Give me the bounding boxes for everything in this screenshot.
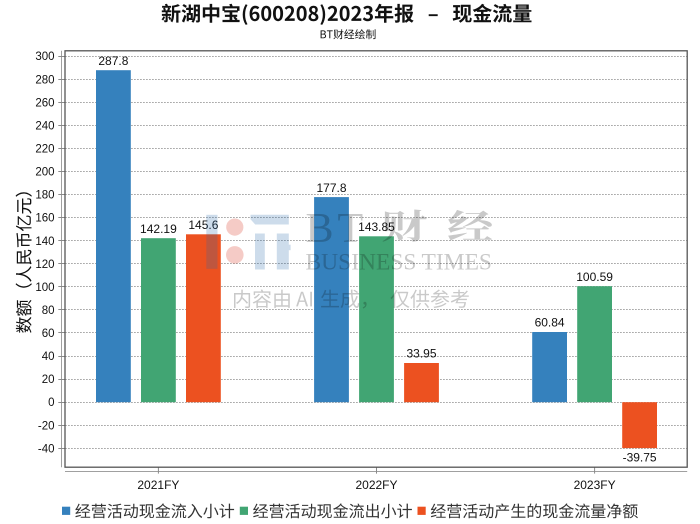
svg-text:120: 120 [35,259,54,271]
svg-text:100.59: 100.59 [576,270,613,284]
svg-text:80: 80 [42,305,55,317]
svg-text:60.84: 60.84 [535,316,565,330]
svg-text:142.19: 142.19 [140,222,177,236]
svg-text:300: 300 [35,51,54,63]
svg-text:180: 180 [35,190,54,202]
svg-text:280: 280 [35,74,54,86]
svg-text:2022FY: 2022FY [355,478,397,492]
svg-text:160: 160 [35,213,54,225]
svg-text:TIMES: TIMES [422,250,493,276]
svg-text:143.85: 143.85 [358,220,395,234]
svg-text:20: 20 [42,374,55,386]
svg-text:140: 140 [35,236,54,248]
svg-text:2023FY: 2023FY [574,478,616,492]
svg-text:260: 260 [35,97,54,109]
svg-text:220: 220 [35,144,54,156]
svg-text:B: B [306,206,334,252]
svg-text:240: 240 [35,120,54,132]
svg-text:BUSINESS: BUSINESS [306,250,417,276]
svg-text:T: T [338,206,364,252]
svg-text:-40: -40 [38,443,55,455]
svg-text:33.95: 33.95 [406,347,436,361]
svg-text:177.8: 177.8 [316,181,346,195]
svg-text:200: 200 [35,167,54,179]
svg-text:-20: -20 [38,420,55,432]
svg-text:60: 60 [42,328,55,340]
svg-text:145.6: 145.6 [188,218,218,232]
svg-text:-39.75: -39.75 [623,450,657,464]
svg-text:2021FY: 2021FY [137,478,179,492]
svg-text:100: 100 [35,282,54,294]
svg-text:287.8: 287.8 [98,54,128,68]
svg-text:0: 0 [48,397,54,409]
svg-text:40: 40 [42,351,55,363]
